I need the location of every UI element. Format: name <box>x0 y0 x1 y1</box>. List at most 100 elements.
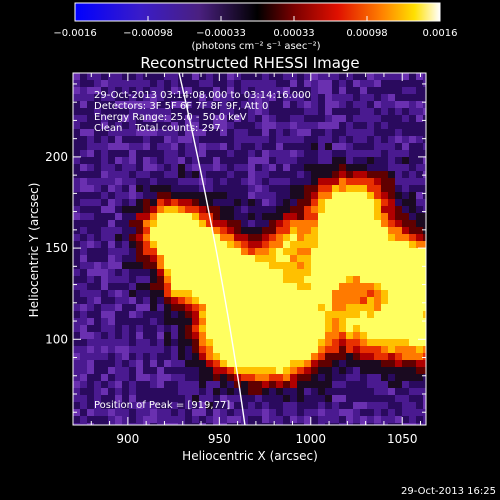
heatmap-cell <box>199 129 206 136</box>
heatmap-cell <box>339 339 346 346</box>
heatmap-cell <box>332 381 339 388</box>
heatmap-cell <box>297 199 304 206</box>
heatmap-cell <box>241 381 248 388</box>
heatmap-cell <box>409 304 416 311</box>
heatmap-cell <box>402 241 409 248</box>
heatmap-cell <box>73 178 80 185</box>
heatmap-cell <box>332 332 339 339</box>
heatmap-cell <box>339 101 346 108</box>
heatmap-cell <box>269 409 276 416</box>
heatmap-cell <box>227 276 234 283</box>
heatmap-cell <box>199 339 206 346</box>
heatmap-cell <box>199 409 206 416</box>
heatmap-cell <box>143 304 150 311</box>
heatmap-cell <box>101 185 108 192</box>
heatmap-cell <box>297 185 304 192</box>
heatmap-cell <box>178 164 185 171</box>
heatmap-cell <box>115 101 122 108</box>
heatmap-cell <box>325 150 332 157</box>
heatmap-cell <box>164 297 171 304</box>
heatmap-cell <box>143 255 150 262</box>
heatmap-cell <box>381 402 388 409</box>
heatmap-cell <box>150 185 157 192</box>
heatmap-cell <box>409 143 416 150</box>
heatmap-cell <box>374 241 381 248</box>
heatmap-cell <box>325 395 332 402</box>
heatmap-cell <box>255 290 262 297</box>
heatmap-cell <box>171 157 178 164</box>
heatmap-cell <box>192 192 199 199</box>
heatmap-cell <box>346 255 353 262</box>
heatmap-cell <box>241 409 248 416</box>
heatmap-cell <box>374 395 381 402</box>
heatmap-cell <box>423 108 426 115</box>
heatmap-cell <box>234 346 241 353</box>
heatmap-cell <box>136 150 143 157</box>
heatmap-cell <box>269 80 276 87</box>
heatmap-cell <box>101 87 108 94</box>
heatmap-cell <box>255 353 262 360</box>
heatmap-cell <box>297 206 304 213</box>
heatmap-cell <box>332 234 339 241</box>
heatmap-cell <box>157 192 164 199</box>
heatmap-cell <box>262 290 269 297</box>
heatmap-cell <box>395 255 402 262</box>
heatmap-cell <box>318 164 325 171</box>
heatmap-cell <box>416 395 423 402</box>
heatmap-cell <box>227 199 234 206</box>
heatmap-cell <box>360 150 367 157</box>
heatmap-cell <box>318 220 325 227</box>
heatmap-cell <box>248 136 255 143</box>
heatmap-cell <box>402 318 409 325</box>
heatmap-cell <box>115 346 122 353</box>
heatmap-cell <box>388 171 395 178</box>
heatmap-cell <box>402 262 409 269</box>
heatmap-cell <box>220 171 227 178</box>
heatmap-cell <box>381 332 388 339</box>
heatmap-cell <box>339 423 346 425</box>
heatmap-cell <box>346 346 353 353</box>
heatmap-cell <box>115 129 122 136</box>
heatmap-cell <box>402 339 409 346</box>
heatmap-cell <box>94 220 101 227</box>
heatmap-cell <box>283 339 290 346</box>
heatmap-cell <box>374 297 381 304</box>
heatmap-cell <box>416 409 423 416</box>
heatmap-cell <box>199 353 206 360</box>
heatmap-cell <box>423 255 426 262</box>
heatmap-cell <box>122 108 129 115</box>
heatmap-cell <box>332 311 339 318</box>
heatmap-cell <box>381 157 388 164</box>
heatmap-cell <box>80 325 87 332</box>
heatmap-cell <box>367 136 374 143</box>
heatmap-cell <box>143 332 150 339</box>
heatmap-cell <box>227 171 234 178</box>
heatmap-cell <box>164 178 171 185</box>
heatmap-cell <box>269 262 276 269</box>
heatmap-cell <box>367 185 374 192</box>
heatmap-cell <box>346 171 353 178</box>
heatmap-cell <box>374 234 381 241</box>
heatmap-cell <box>178 87 185 94</box>
x-tick-label: 900 <box>116 432 139 446</box>
heatmap-cell <box>346 164 353 171</box>
heatmap-cell <box>395 276 402 283</box>
heatmap-cell <box>129 185 136 192</box>
heatmap-cell <box>213 241 220 248</box>
heatmap-cell <box>318 402 325 409</box>
heatmap-cell <box>353 164 360 171</box>
heatmap-cell <box>234 87 241 94</box>
heatmap-cell <box>185 192 192 199</box>
heatmap-cell <box>122 395 129 402</box>
heatmap-cell <box>276 297 283 304</box>
heatmap-cell <box>304 101 311 108</box>
heatmap-cell <box>339 416 346 423</box>
heatmap-cell <box>73 108 80 115</box>
heatmap-cell <box>87 395 94 402</box>
heatmap-cell <box>143 108 150 115</box>
heatmap-cell <box>318 423 325 425</box>
heatmap-cell <box>73 402 80 409</box>
heatmap-cell <box>353 248 360 255</box>
heatmap-cell <box>241 171 248 178</box>
heatmap-cell <box>311 283 318 290</box>
